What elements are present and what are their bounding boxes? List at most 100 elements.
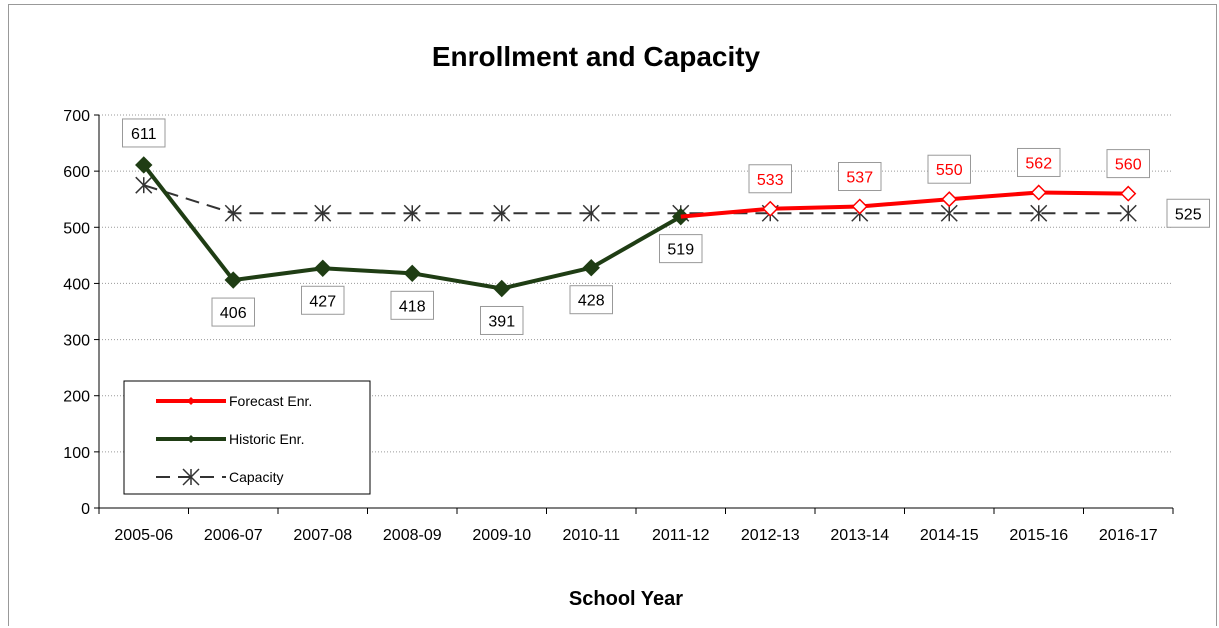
x-tick-label: 2011-12 — [652, 527, 710, 544]
data-label-box — [1106, 149, 1150, 179]
data-label: 560 — [1106, 149, 1150, 179]
data-label-text: 418 — [399, 298, 426, 315]
series-forecast-enr — [680, 184, 1137, 219]
legend-item: Capacity — [156, 468, 283, 486]
data-label-text: 427 — [309, 293, 336, 310]
data-point — [314, 204, 332, 222]
x-tick-label: 2014-15 — [920, 527, 979, 544]
y-tick-label: 200 — [63, 389, 90, 406]
legend-marker — [187, 435, 195, 443]
y-tick-label: 600 — [63, 164, 90, 181]
data-point — [224, 204, 242, 222]
data-label-box — [748, 164, 792, 194]
data-point — [940, 204, 958, 222]
data-label-box — [480, 305, 524, 335]
x-tick-label: 2007-08 — [293, 527, 352, 544]
data-label-text: 611 — [131, 126, 157, 143]
data-point — [851, 198, 868, 215]
data-point — [135, 176, 153, 194]
data-label-box — [1017, 147, 1061, 177]
data-point — [582, 259, 600, 277]
data-label-box — [390, 290, 434, 320]
data-label-box — [927, 154, 971, 184]
x-tick-label: 2009-10 — [472, 527, 531, 544]
data-label-box — [301, 285, 345, 315]
y-tick-label: 100 — [63, 445, 90, 462]
data-label-box — [659, 234, 703, 264]
data-label-text: 537 — [846, 170, 873, 187]
data-label: 406 — [211, 297, 255, 327]
data-label: 550 — [927, 154, 971, 184]
data-label-box — [569, 285, 613, 315]
data-label-text: 391 — [488, 313, 515, 330]
legend-item: Forecast Enr. — [156, 393, 312, 409]
y-tick-label: 500 — [63, 220, 90, 237]
legend-label: Forecast Enr. — [229, 393, 312, 409]
y-tick-label: 700 — [63, 108, 90, 125]
y-tick-label: 300 — [63, 333, 90, 350]
data-label: 525 — [1166, 198, 1210, 228]
data-label-text: 533 — [757, 172, 784, 189]
data-point — [1030, 184, 1047, 201]
legend-marker — [187, 397, 195, 405]
x-tick-label: 2015-16 — [1009, 527, 1068, 544]
data-label-text: 550 — [936, 162, 963, 179]
data-point — [1030, 204, 1048, 222]
data-point — [314, 259, 332, 277]
data-point — [1119, 204, 1137, 222]
data-label-text: 519 — [667, 242, 694, 259]
data-label-box — [838, 162, 882, 192]
data-point — [135, 156, 153, 174]
data-label: 391 — [480, 305, 524, 335]
data-point — [224, 271, 242, 289]
data-point — [762, 200, 779, 217]
y-tick-label: 0 — [81, 501, 90, 518]
data-label: 537 — [838, 162, 882, 192]
x-tick-label: 2012-13 — [741, 527, 800, 544]
grid-lines — [99, 114, 1173, 453]
data-point — [672, 207, 690, 226]
data-label: 418 — [390, 290, 434, 320]
data-label-text: 560 — [1115, 157, 1142, 174]
data-point — [403, 264, 421, 283]
data-point — [1120, 185, 1137, 202]
x-axis-title: School Year — [569, 588, 683, 610]
data-label-text: 525 — [1175, 206, 1202, 223]
data-point — [182, 468, 200, 486]
data-label: 427 — [301, 285, 345, 315]
data-label: 611 — [122, 118, 166, 148]
x-tick-label: 2006-07 — [204, 527, 263, 544]
x-tick-label: 2010-11 — [562, 527, 620, 544]
data-point — [582, 204, 600, 222]
x-tick-label: 2008-09 — [383, 527, 442, 544]
data-point — [493, 204, 511, 222]
data-label-box — [211, 297, 255, 327]
chart-title: Enrollment and Capacity — [432, 41, 761, 72]
series-capacity — [135, 176, 1137, 222]
data-labels: 611 406 427 418 391 428 519 533 537 550 562 560 525 — [122, 118, 1210, 335]
data-label: 533 — [748, 164, 792, 194]
data-point — [493, 279, 511, 298]
data-point — [941, 191, 958, 208]
data-label-text: 406 — [220, 305, 247, 322]
data-label-text: 562 — [1025, 155, 1052, 172]
series-line — [680, 190, 1129, 219]
data-label-box — [1166, 198, 1210, 228]
series-layer — [135, 156, 1137, 298]
x-tick-label: 2013-14 — [830, 527, 889, 544]
legend-label: Historic Enr. — [229, 431, 304, 447]
data-label-box — [122, 118, 166, 148]
legend-item: Historic Enr. — [156, 431, 304, 447]
x-tick-label: 2016-17 — [1099, 527, 1158, 544]
data-label: 519 — [659, 234, 703, 264]
legend-label: Capacity — [229, 469, 283, 485]
series-historic-enr — [135, 156, 690, 298]
data-point — [403, 204, 421, 222]
data-label: 428 — [569, 285, 613, 315]
axes: 0 100 200 300 400 500 600 700 2005-06 2006-07 2007… — [63, 108, 1174, 544]
legend: Forecast Enr. Historic Enr. Capacity — [123, 380, 371, 495]
data-label: 562 — [1017, 147, 1061, 177]
series-line — [143, 184, 1129, 215]
y-tick-label: 400 — [63, 276, 90, 293]
